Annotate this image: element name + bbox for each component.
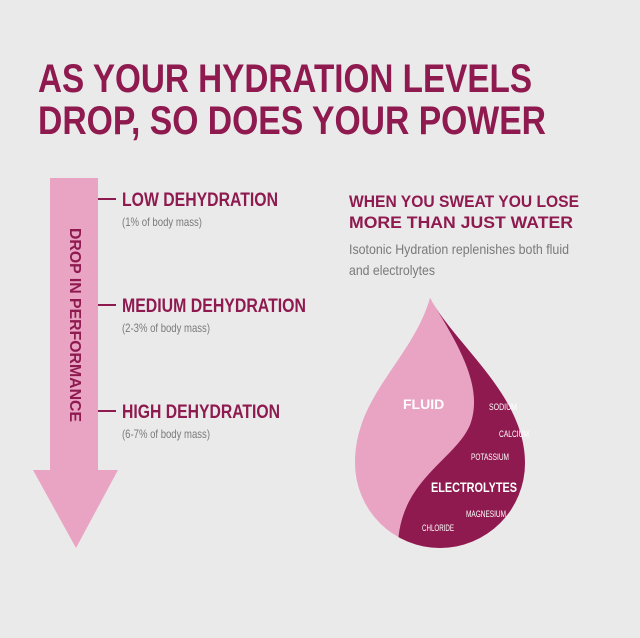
arrow-label: DROP IN PERFORMANCE — [66, 228, 83, 422]
sweat-text: and electrolytes — [349, 262, 435, 278]
title-line: DROP, SO DOES YOUR POWER — [38, 99, 546, 143]
level-detail: (2-3% of body mass) — [122, 321, 210, 335]
fluid-label: FLUID — [403, 396, 444, 412]
level-name: MEDIUM DEHYDRATION — [122, 296, 306, 317]
mineral-label: MAGNESIUM — [466, 509, 506, 519]
mineral-label: CHLORIDE — [422, 523, 454, 533]
title-line: AS YOUR HYDRATION LEVELS — [38, 57, 532, 101]
electrolytes-label: ELECTROLYTES — [431, 479, 517, 495]
level-name: LOW DEHYDRATION — [122, 190, 278, 211]
level-detail: (6-7% of body mass) — [122, 427, 210, 441]
level-name: HIGH DEHYDRATION — [122, 402, 280, 423]
level-detail: (1% of body mass) — [122, 215, 202, 229]
sweat-text: Isotonic Hydration replenishes both flui… — [349, 241, 569, 257]
mineral-label: POTASSIUM — [471, 452, 509, 462]
drop-electrolytes — [396, 298, 525, 548]
sweat-heading: MORE THAN JUST WATER — [349, 213, 573, 232]
mineral-label: SODIUM — [489, 402, 517, 412]
sweat-heading: WHEN YOU SWEAT YOU LOSE — [349, 192, 579, 211]
performance-arrow — [33, 178, 118, 548]
mineral-label: CALCIUM — [499, 429, 529, 439]
